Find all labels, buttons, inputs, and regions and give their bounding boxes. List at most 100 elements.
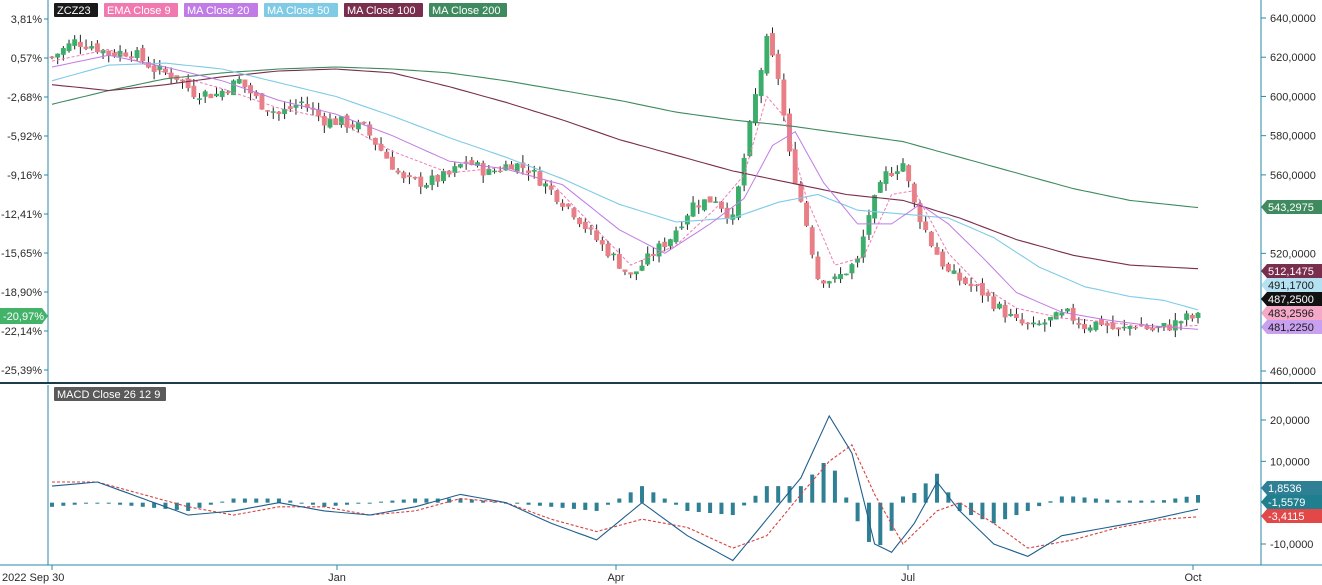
- candle[interactable]: [599, 236, 605, 251]
- candle[interactable]: [1053, 311, 1059, 320]
- candle[interactable]: [991, 292, 997, 312]
- candle[interactable]: [77, 34, 83, 55]
- candle[interactable]: [344, 113, 350, 133]
- candle[interactable]: [299, 96, 305, 109]
- candle[interactable]: [628, 272, 634, 279]
- candle[interactable]: [1178, 320, 1184, 331]
- candle[interactable]: [770, 27, 775, 57]
- candle[interactable]: [60, 46, 66, 61]
- candle[interactable]: [236, 76, 242, 85]
- candle[interactable]: [611, 252, 617, 261]
- candle[interactable]: [985, 291, 991, 302]
- candle[interactable]: [758, 67, 764, 104]
- candle[interactable]: [1031, 316, 1036, 328]
- candle[interactable]: [951, 264, 957, 275]
- candle[interactable]: [1150, 323, 1156, 332]
- candle[interactable]: [809, 225, 815, 259]
- candle[interactable]: [588, 224, 594, 235]
- candle[interactable]: [458, 163, 463, 169]
- candle[interactable]: [696, 199, 702, 214]
- candle[interactable]: [1082, 319, 1087, 334]
- candle[interactable]: [838, 267, 844, 284]
- candle[interactable]: [866, 209, 872, 241]
- candle[interactable]: [560, 199, 566, 211]
- candle[interactable]: [747, 120, 753, 158]
- candle[interactable]: [605, 240, 611, 258]
- candle[interactable]: [140, 44, 146, 65]
- candle[interactable]: [333, 116, 339, 126]
- candle[interactable]: [753, 88, 758, 126]
- candle[interactable]: [860, 229, 866, 263]
- legend-item[interactable]: MA Close 20: [184, 3, 258, 17]
- candle[interactable]: [242, 79, 248, 93]
- candle[interactable]: [66, 39, 72, 53]
- candle[interactable]: [55, 53, 61, 65]
- candle[interactable]: [134, 46, 140, 62]
- candle[interactable]: [89, 41, 95, 51]
- candle[interactable]: [361, 121, 367, 125]
- macd-legend-item[interactable]: MACD Close 26 12 9: [54, 387, 166, 401]
- candle[interactable]: [435, 174, 441, 188]
- ma50-line[interactable]: [51, 62, 1199, 311]
- candle[interactable]: [1172, 313, 1178, 338]
- candle[interactable]: [957, 268, 963, 286]
- candle[interactable]: [821, 279, 827, 288]
- candle[interactable]: [826, 280, 832, 288]
- candle[interactable]: [679, 221, 685, 230]
- price-panel[interactable]: [47, 0, 1262, 565]
- candle[interactable]: [713, 196, 719, 203]
- candle[interactable]: [208, 93, 214, 99]
- legend-item[interactable]: EMA Close 9: [104, 3, 178, 17]
- candle[interactable]: [1184, 310, 1190, 326]
- candle[interactable]: [1025, 322, 1031, 330]
- candle[interactable]: [764, 33, 770, 76]
- candle[interactable]: [872, 194, 878, 224]
- candle[interactable]: [497, 166, 503, 173]
- candle[interactable]: [1048, 316, 1053, 327]
- candle[interactable]: [1116, 327, 1122, 337]
- legend-item[interactable]: MA Close 50: [264, 3, 338, 17]
- candle[interactable]: [463, 156, 469, 170]
- candle[interactable]: [622, 269, 628, 276]
- candle[interactable]: [1104, 321, 1110, 334]
- candle[interactable]: [849, 262, 855, 280]
- candle[interactable]: [350, 120, 356, 131]
- candle[interactable]: [429, 169, 435, 191]
- candle[interactable]: [718, 201, 724, 213]
- candle[interactable]: [1110, 315, 1116, 330]
- candle[interactable]: [406, 172, 412, 185]
- candle[interactable]: [684, 213, 690, 230]
- candle[interactable]: [701, 199, 707, 212]
- candle[interactable]: [321, 112, 327, 134]
- candle[interactable]: [475, 160, 480, 168]
- candle[interactable]: [225, 90, 231, 96]
- candle[interactable]: [883, 166, 889, 191]
- candle[interactable]: [775, 49, 781, 86]
- ema9-line[interactable]: [51, 48, 1199, 329]
- candle[interactable]: [577, 217, 583, 228]
- candle[interactable]: [543, 181, 549, 194]
- macd-panel[interactable]: [47, 385, 1200, 565]
- candle[interactable]: [384, 148, 390, 159]
- candle[interactable]: [180, 79, 185, 89]
- candle[interactable]: [520, 155, 526, 175]
- candle[interactable]: [367, 121, 373, 140]
- macd-line[interactable]: [51, 414, 1199, 562]
- ma20-line[interactable]: [51, 54, 1199, 330]
- legend-item[interactable]: MA Close 100: [344, 3, 423, 17]
- candle[interactable]: [49, 55, 55, 60]
- candle[interactable]: [378, 137, 384, 152]
- candle[interactable]: [423, 182, 429, 189]
- candle[interactable]: [707, 196, 713, 203]
- candle[interactable]: [787, 108, 792, 157]
- candle[interactable]: [616, 248, 622, 269]
- candle[interactable]: [270, 107, 276, 120]
- candle[interactable]: [1127, 325, 1133, 336]
- candle[interactable]: [798, 180, 804, 203]
- candle[interactable]: [282, 102, 288, 120]
- candle[interactable]: [265, 110, 271, 116]
- candle[interactable]: [968, 277, 974, 292]
- candle[interactable]: [191, 79, 197, 100]
- candle[interactable]: [1042, 319, 1048, 332]
- candle[interactable]: [906, 164, 912, 188]
